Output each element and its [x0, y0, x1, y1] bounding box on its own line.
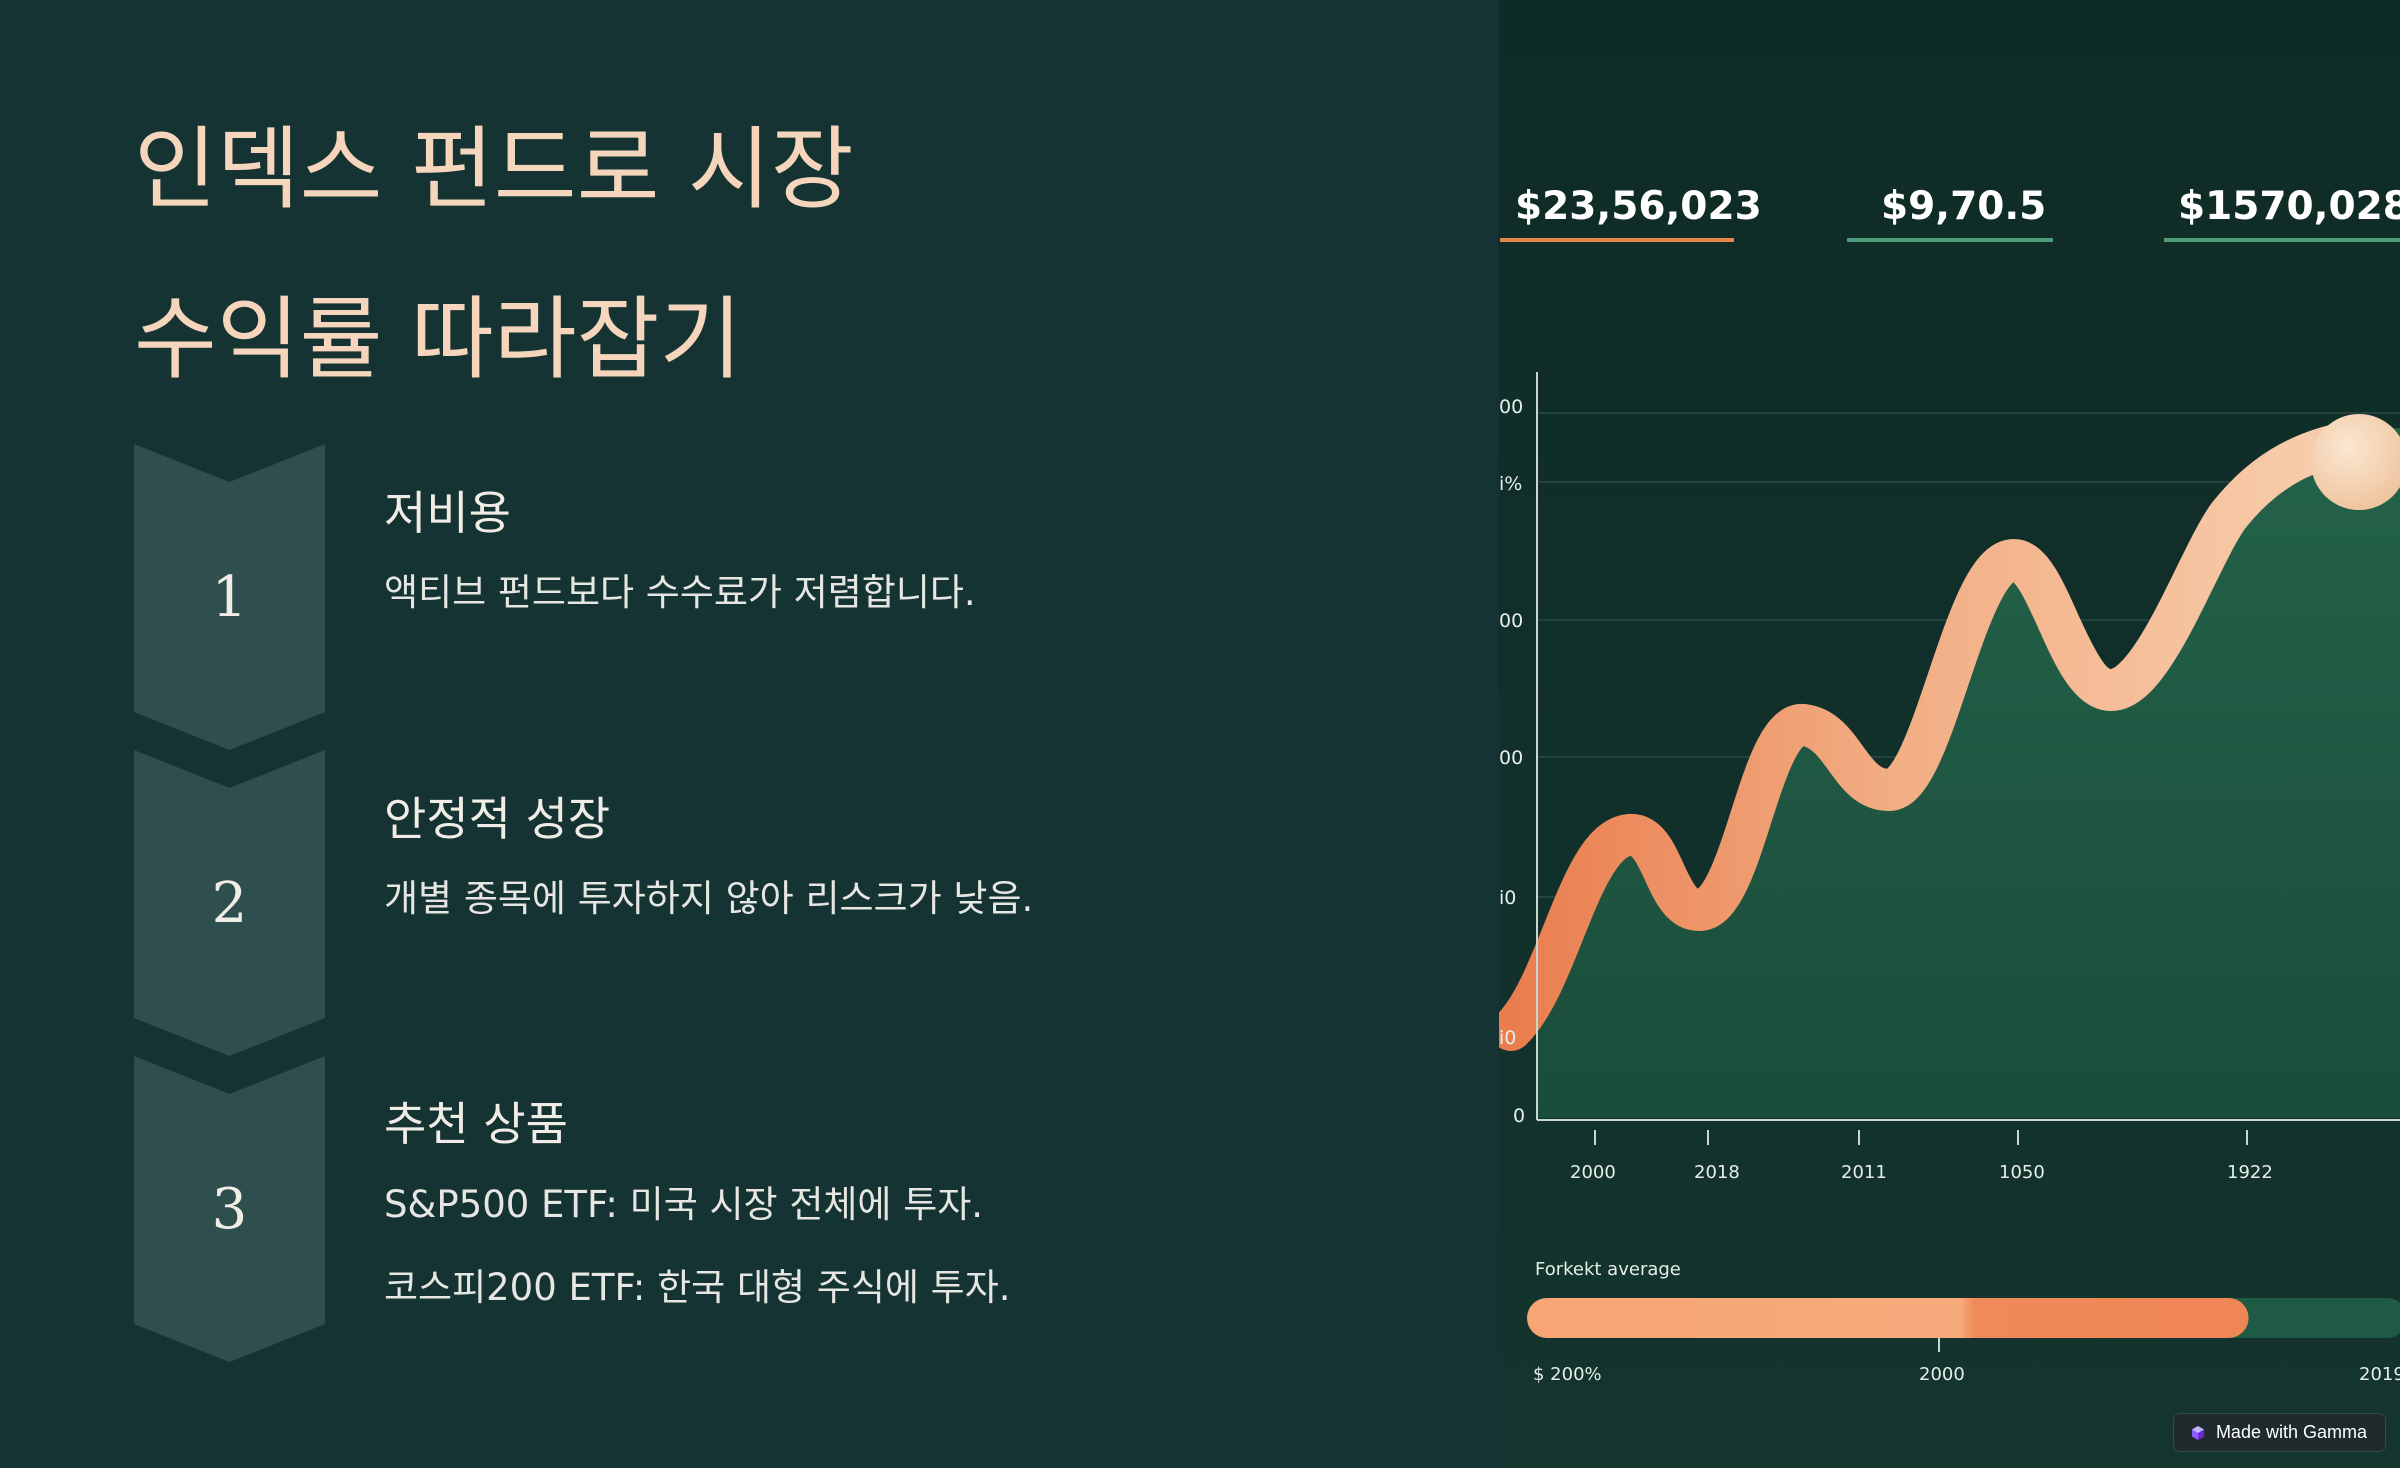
- illustration-canvas: $23,56,023 $9,70.5 $1570,028 00 i% 00: [1499, 0, 2400, 1468]
- bar-label-start: $ 200%: [1533, 1364, 1602, 1385]
- step-2-chevron: 2: [134, 750, 325, 1056]
- step-3-title: 추천 상품: [384, 1097, 568, 1151]
- step-2-title: 안정적 성장: [384, 792, 611, 846]
- step-2-number: 2: [211, 870, 248, 936]
- y-tick-label: i0: [1499, 887, 1516, 909]
- data-point-marker: [2311, 414, 2400, 510]
- y-tick-label: 00: [1499, 747, 1523, 769]
- stat-underline-2: [1847, 238, 2053, 242]
- step-1-title: 저비용: [384, 486, 511, 540]
- x-tick-label: 1922: [2227, 1162, 2273, 1183]
- growth-chart-illustration: $23,56,023 $9,70.5 $1570,028 00 i% 00: [1499, 0, 2400, 1468]
- bar-label-end: 2019: [2359, 1364, 2400, 1385]
- slide-title-line-1: 인덱스 펀드로 시장: [134, 117, 854, 222]
- step-3-number: 3: [211, 1176, 248, 1242]
- x-tick-label: 2000: [1570, 1162, 1616, 1183]
- y-tick-label: 00: [1499, 610, 1523, 632]
- stat-value-2: $9,70.5: [1881, 184, 2046, 229]
- y-tick-label: 0: [1513, 1105, 1525, 1127]
- made-with-gamma-badge[interactable]: Made with Gamma: [2172, 1413, 2386, 1452]
- slide-title-line-2: 수익률 따라잡기: [134, 287, 743, 392]
- x-tick-label: 1050: [1999, 1162, 2045, 1183]
- x-axis-ticks: [1594, 1130, 2248, 1145]
- bar-label-middle: 2000: [1919, 1364, 1965, 1385]
- x-axis-labels: 2000 2018 2011 1050 1922: [1570, 1162, 2273, 1183]
- x-tick-label: 2011: [1841, 1162, 1887, 1183]
- stat-value-1: $23,56,023: [1515, 184, 1762, 229]
- step-1-description: 액티브 펀드보다 수수료가 저렴합니다.: [384, 571, 976, 614]
- axes: [1536, 372, 2400, 1121]
- step-1-number: 1: [211, 564, 248, 630]
- slide-title: 인덱스 펀드로 시장 수익률 따라잡기: [134, 85, 854, 425]
- stat-header: $23,56,023 $9,70.5 $1570,028: [1500, 184, 2400, 242]
- stat-underline-3: [2164, 238, 2400, 242]
- y-tick-label: i%: [1499, 473, 1522, 495]
- step-2-description: 개별 종목에 투자하지 않아 리스크가 낮음.: [384, 877, 1034, 920]
- x-tick-label: 2018: [1694, 1162, 1740, 1183]
- y-tick-label: 00: [1499, 396, 1523, 418]
- y-axis-labels: 00 i% 00 00 i0 i0 0: [1499, 396, 1525, 1127]
- stat-value-3: $1570,028: [2178, 184, 2400, 229]
- y-tick-label: i0: [1499, 1027, 1516, 1049]
- stat-underline-1: [1500, 238, 1734, 242]
- gamma-logo-icon: [2191, 1425, 2204, 1440]
- step-3-description-1: S&P500 ETF: 미국 시장 전체에 투자.: [384, 1183, 984, 1226]
- step-1-chevron: 1: [134, 444, 325, 750]
- step-3-description-2: 코스피200 ETF: 한국 대형 주식에 투자.: [384, 1266, 1011, 1309]
- growth-ribbon: [1499, 419, 2378, 1051]
- progress-fill: [1527, 1298, 2249, 1338]
- steps-list: 1 저비용 액티브 펀드보다 수수료가 저렴합니다. 2 안정적 성장 개별 종…: [134, 444, 1434, 1364]
- step-3-chevron: 3: [134, 1056, 325, 1362]
- badge-label: Made with Gamma: [2215, 1422, 2367, 1442]
- legend-label: Forkekt average: [1535, 1259, 1681, 1280]
